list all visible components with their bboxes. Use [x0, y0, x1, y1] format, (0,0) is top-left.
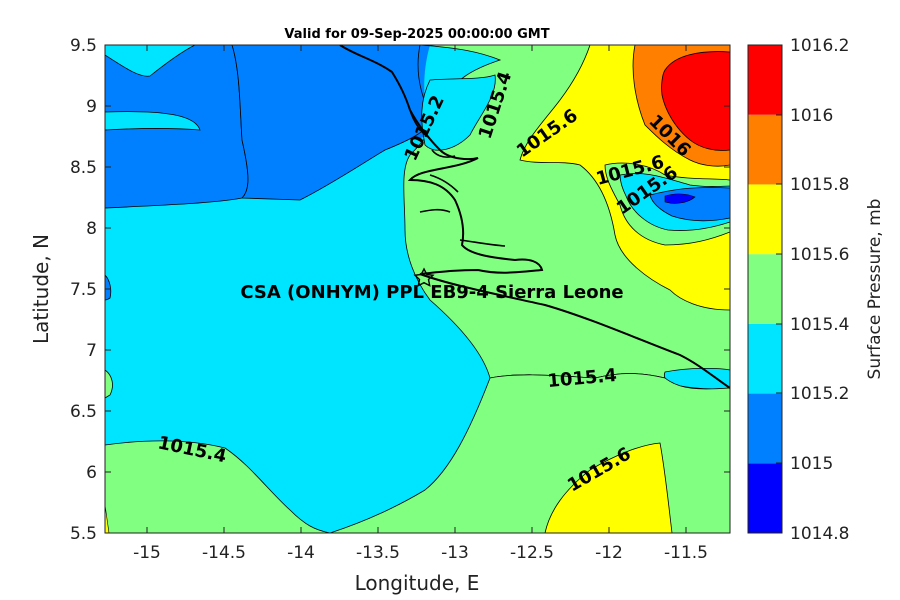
star-icon: [413, 267, 435, 287]
site-marker: CSA (ONHYM) PPL EB9-4 Sierra Leone: [240, 267, 624, 303]
colorbar-swatch: [748, 254, 782, 324]
y-tick-label: 7.5: [70, 280, 97, 300]
y-tick-label: 6.5: [70, 402, 97, 422]
y-axis: 9.5 9 8.5 8 7.5 7 6.5 6 5.5 Latitude, N: [29, 36, 730, 544]
colorbar-tick-label: 1016.2: [790, 36, 849, 56]
colorbar-tick-label: 1015.4: [790, 315, 849, 335]
x-tick-label: -11.5: [664, 543, 708, 563]
x-axis-label: Longitude, E: [355, 571, 480, 595]
y-tick-label: 9.5: [70, 36, 97, 56]
colorbar-frame: [747, 44, 783, 534]
colorbar-tick-label: 1014.8: [790, 524, 849, 544]
colorbar: 1016.2 1016 1015.8 1015.6 1015.4 1015.2 …: [747, 36, 885, 544]
colorbar-swatch: [748, 114, 782, 185]
y-tick-label: 5.5: [70, 524, 97, 544]
x-tick-label: -13.5: [356, 543, 400, 563]
level-1016-0-region: [661, 51, 730, 151]
level-1015-6-region-se: [544, 442, 673, 533]
x-tick-label: -14: [287, 543, 315, 563]
colorbar-tick-label: 1015.8: [790, 175, 849, 195]
colorbar-swatches: [748, 45, 782, 533]
x-axis: -15 -14.5 -14 -13.5 -13 -12.5 -12 -11.5 …: [133, 45, 708, 595]
colorbar-tick-label: 1015: [790, 454, 833, 474]
y-axis-label: Latitude, N: [29, 234, 53, 344]
colorbar-tick-label: 1015.6: [790, 245, 849, 265]
map-title: Valid for 09-Sep-2025 00:00:00 GMT: [284, 27, 549, 42]
x-tick-label: -12.5: [510, 543, 554, 563]
x-tick-label: -12: [595, 543, 623, 563]
colorbar-tick-label: 1016: [790, 106, 833, 126]
x-tick-label: -13: [441, 543, 469, 563]
site-label: CSA (ONHYM) PPL EB9-4 Sierra Leone: [240, 282, 623, 303]
colorbar-swatch: [748, 45, 782, 115]
colorbar-swatch: [748, 393, 782, 464]
level-1015-4-region-south: [105, 440, 331, 533]
y-tick-label: 8.5: [70, 158, 97, 178]
y-tick-label: 7: [86, 341, 97, 361]
colorbar-swatch: [748, 184, 782, 255]
y-tick-label: 9: [86, 97, 97, 117]
x-tick-label: -15: [133, 543, 161, 563]
colorbar-tick-label: 1015.2: [790, 384, 849, 404]
colorbar-swatch: [748, 323, 782, 394]
contour-field: [105, 45, 730, 533]
coastline: [339, 45, 730, 389]
y-tick-label: 8: [86, 219, 97, 239]
colorbar-label: Surface Pressure, mb: [865, 199, 885, 380]
x-tick-label: -14.5: [202, 543, 246, 563]
y-tick-label: 6: [86, 463, 97, 483]
colorbar-swatch: [748, 463, 782, 533]
